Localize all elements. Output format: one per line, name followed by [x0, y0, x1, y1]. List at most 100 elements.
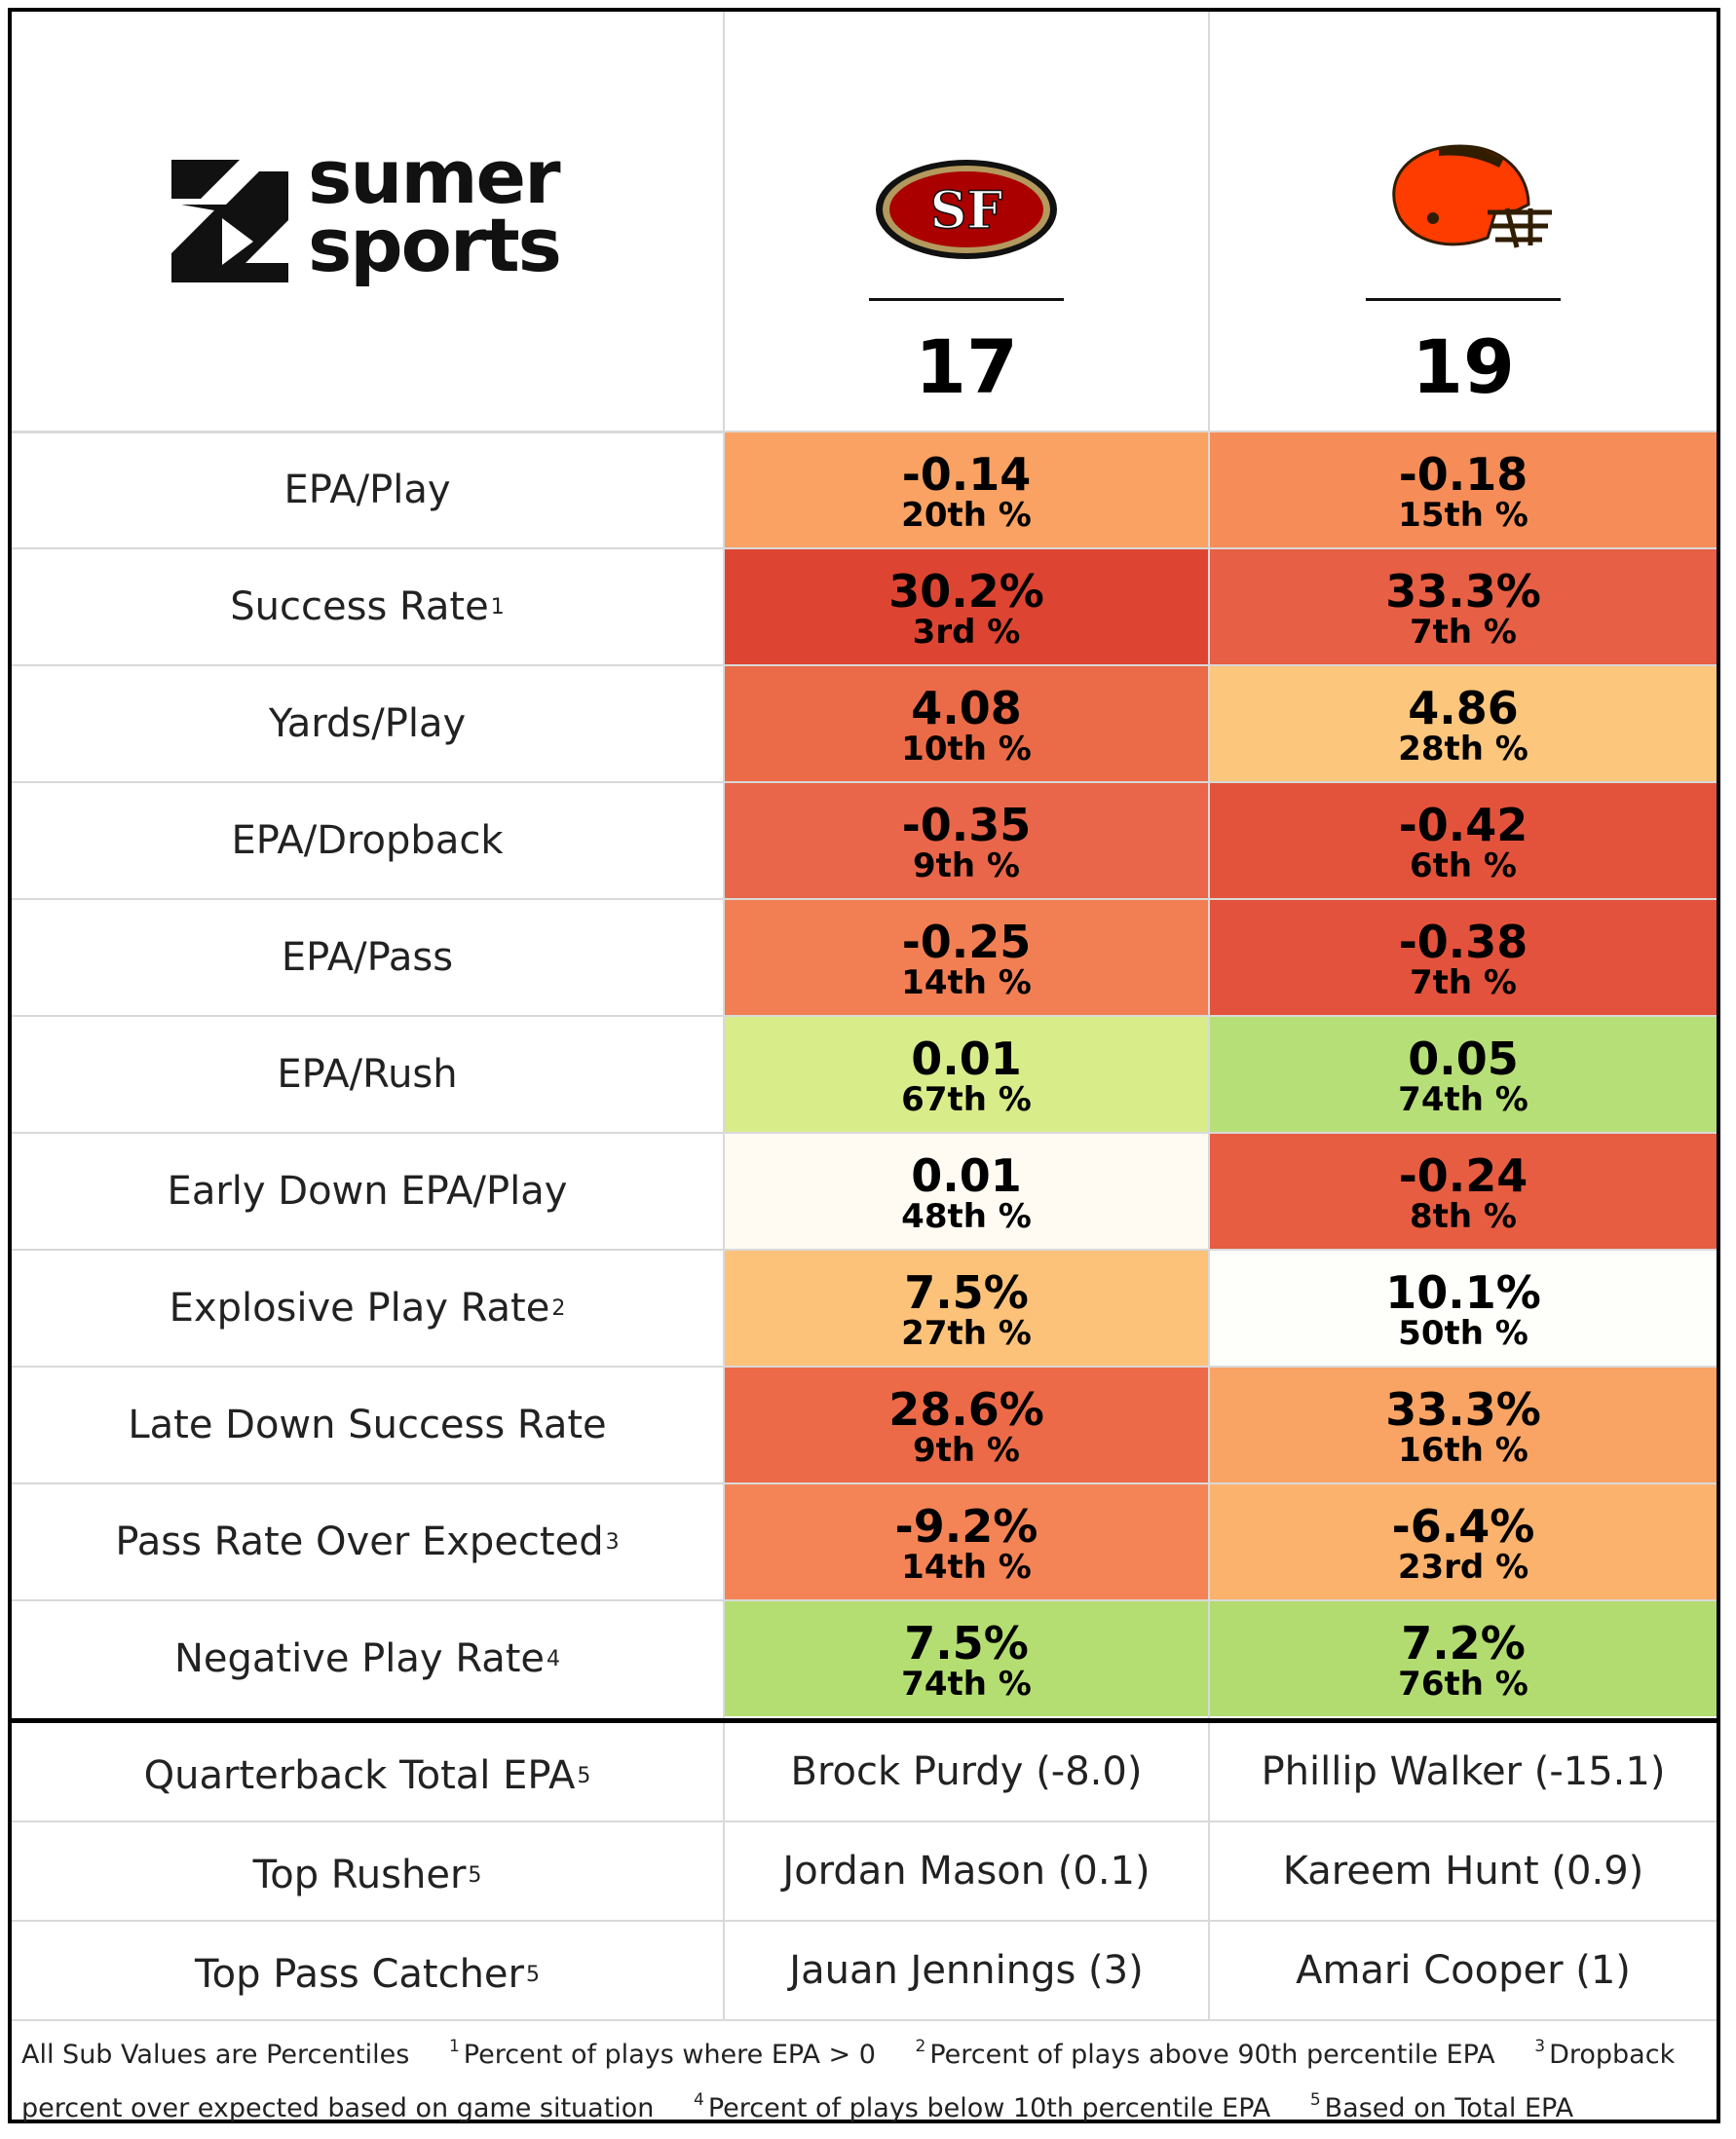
metric-row: EPA/Play -0.14 20th % -0.18 15th %: [12, 432, 1717, 549]
metric-percentile: 9th %: [912, 1431, 1021, 1470]
metric-value: 7.5%: [904, 1266, 1029, 1319]
metric-percentile: 14th %: [901, 963, 1032, 1002]
sumer-sports-wordmark: sumer sports: [308, 133, 562, 288]
team-1-metric-cell: -0.35 9th %: [725, 783, 1208, 898]
metric-label: Yards/Play: [268, 701, 467, 746]
sumer-sports-logo: sumer sports: [171, 140, 581, 294]
footnote-1: 1 Percent of plays where EPA > 0: [448, 2037, 876, 2070]
metric-percentile: 6th %: [1409, 846, 1518, 885]
metric-percentile: 48th %: [901, 1197, 1032, 1236]
metric-value: 7.2%: [1401, 1617, 1526, 1670]
metric-value: -0.42: [1398, 799, 1528, 851]
metric-value: 30.2%: [888, 565, 1044, 618]
metric-label: Success Rate 1: [230, 584, 505, 629]
team-2-metric-cell: 4.86 28th %: [1210, 666, 1717, 781]
metric-percentile: 74th %: [901, 1665, 1032, 1704]
metric-percentile: 50th %: [1398, 1314, 1528, 1353]
metric-row: Yards/Play 4.08 10th % 4.86 28th %: [12, 666, 1717, 783]
team-2-metric-cell: 33.3% 16th %: [1210, 1368, 1717, 1482]
metric-value: -9.2%: [894, 1500, 1038, 1553]
metric-percentile: 3rd %: [912, 613, 1021, 652]
metric-value: -0.38: [1398, 916, 1528, 968]
metric-value: 0.05: [1408, 1032, 1519, 1085]
browns-helmet-icon: [1392, 144, 1552, 248]
metric-value: 4.08: [911, 682, 1022, 734]
footnote-marker: 2: [551, 1295, 566, 1321]
metric-label: Early Down EPA/Play: [167, 1169, 568, 1214]
team-2-player: Amari Cooper (1): [1296, 1948, 1631, 1993]
brand-line-1: sumer: [308, 133, 561, 220]
metric-percentile: 10th %: [901, 730, 1032, 769]
team-browns-header: 19: [1210, 12, 1717, 431]
metric-row: Explosive Play Rate 2 7.5% 27th % 10.1% 5…: [12, 1251, 1717, 1368]
team-1-metric-cell: -0.25 14th %: [725, 900, 1208, 1015]
metric-label: Late Down Success Rate: [128, 1403, 607, 1447]
team-2-player: Phillip Walker (-15.1): [1261, 1749, 1666, 1794]
team-1-player: Jordan Mason (0.1): [782, 1849, 1151, 1894]
brand-line-2: sports: [308, 202, 562, 288]
footnote-intro: All Sub Values are Percentiles: [21, 2040, 410, 2070]
metric-row: EPA/Dropback -0.35 9th % -0.42 6th %: [12, 783, 1717, 900]
metric-percentile: 14th %: [901, 1548, 1032, 1587]
player-row: Top Pass Catcher 5 Jauan Jennings (3) Ama…: [12, 1922, 1717, 2021]
metric-percentile: 7th %: [1409, 963, 1518, 1002]
metric-row: EPA/Rush 0.01 67th % 0.05 74th %: [12, 1017, 1717, 1134]
player-row-label: Quarterback Total EPA 5: [143, 1753, 591, 1798]
metric-row: Negative Play Rate 4 7.5% 74th % 7.2% 76t…: [12, 1601, 1717, 1718]
metric-row: Late Down Success Rate 28.6% 9th % 33.3%…: [12, 1368, 1717, 1484]
column-divider: [723, 1723, 725, 2021]
49ers-logo-icon: SF: [876, 160, 1057, 259]
column-divider: [1208, 12, 1210, 1718]
team-2-metric-cell: -0.38 7th %: [1210, 900, 1717, 1015]
score-divider: [869, 298, 1064, 301]
metric-percentile: 74th %: [1398, 1080, 1528, 1119]
footnote-marker: 5: [525, 1962, 540, 1987]
metric-value: -0.35: [901, 799, 1032, 851]
metric-percentile: 7th %: [1409, 613, 1518, 652]
metric-percentile: 27th %: [901, 1314, 1032, 1353]
footnote-marker: 4: [547, 1646, 561, 1671]
team-1-metric-cell: 0.01 48th %: [725, 1134, 1208, 1249]
team-2-score: 19: [1412, 323, 1515, 410]
metric-value: 33.3%: [1385, 1383, 1541, 1436]
team-2-metric-cell: -0.24 8th %: [1210, 1134, 1717, 1249]
metric-label: EPA/Rush: [277, 1052, 458, 1097]
metric-row: Pass Rate Over Expected 3 -9.2% 14th % -6…: [12, 1484, 1717, 1601]
metric-label: EPA/Pass: [281, 935, 454, 980]
team-2-metric-cell: 7.2% 76th %: [1210, 1601, 1717, 1716]
player-row-label: Top Pass Catcher 5: [195, 1952, 540, 1997]
footnote-marker: 1: [490, 594, 505, 619]
team-1-score: 17: [915, 323, 1018, 410]
team-1-metric-cell: 7.5% 27th %: [725, 1251, 1208, 1366]
metric-row: Success Rate 1 30.2% 3rd % 33.3% 7th %: [12, 549, 1717, 666]
metric-value: 0.01: [911, 1032, 1022, 1085]
metric-value: -0.25: [901, 916, 1032, 968]
footnote-5: 5 Based on Total EPA: [1309, 2090, 1574, 2123]
footnote-4: 4 Percent of plays below 10th percentile …: [694, 2090, 1271, 2123]
column-divider: [723, 12, 725, 1718]
team-2-metric-cell: 33.3% 7th %: [1210, 549, 1717, 664]
team-2-metric-cell: -0.42 6th %: [1210, 783, 1717, 898]
metric-value: 10.1%: [1385, 1266, 1541, 1319]
metric-percentile: 8th %: [1409, 1197, 1518, 1236]
metric-value: 4.86: [1408, 682, 1519, 734]
player-row: Top Rusher 5 Jordan Mason (0.1) Kareem Hu…: [12, 1822, 1717, 1922]
49ers-logo-text: SF: [930, 181, 1003, 241]
team-1-metric-cell: 30.2% 3rd %: [725, 549, 1208, 664]
sumer-sports-mark-icon: [171, 160, 288, 282]
metric-percentile: 28th %: [1398, 730, 1528, 769]
metric-label: EPA/Dropback: [231, 818, 504, 863]
metric-label: Negative Play Rate 4: [173, 1636, 561, 1681]
footnotes: All Sub Values are Percentiles 1 Percent …: [21, 2024, 1707, 2131]
metric-row: Early Down EPA/Play 0.01 48th % -0.24 8t…: [12, 1134, 1717, 1251]
metric-percentile: 76th %: [1398, 1665, 1528, 1704]
metric-value: -0.24: [1398, 1149, 1528, 1202]
metric-label: Explosive Play Rate 2: [169, 1286, 566, 1331]
team-1-player: Brock Purdy (-8.0): [790, 1749, 1143, 1794]
metric-value: -0.18: [1398, 448, 1528, 501]
team-1-metric-cell: -9.2% 14th %: [725, 1484, 1208, 1599]
team-1-metric-cell: -0.14 20th %: [725, 432, 1208, 547]
team-2-metric-cell: 10.1% 50th %: [1210, 1251, 1717, 1366]
team-1-player: Jauan Jennings (3): [789, 1948, 1144, 1993]
team-2-metric-cell: -0.18 15th %: [1210, 432, 1717, 547]
